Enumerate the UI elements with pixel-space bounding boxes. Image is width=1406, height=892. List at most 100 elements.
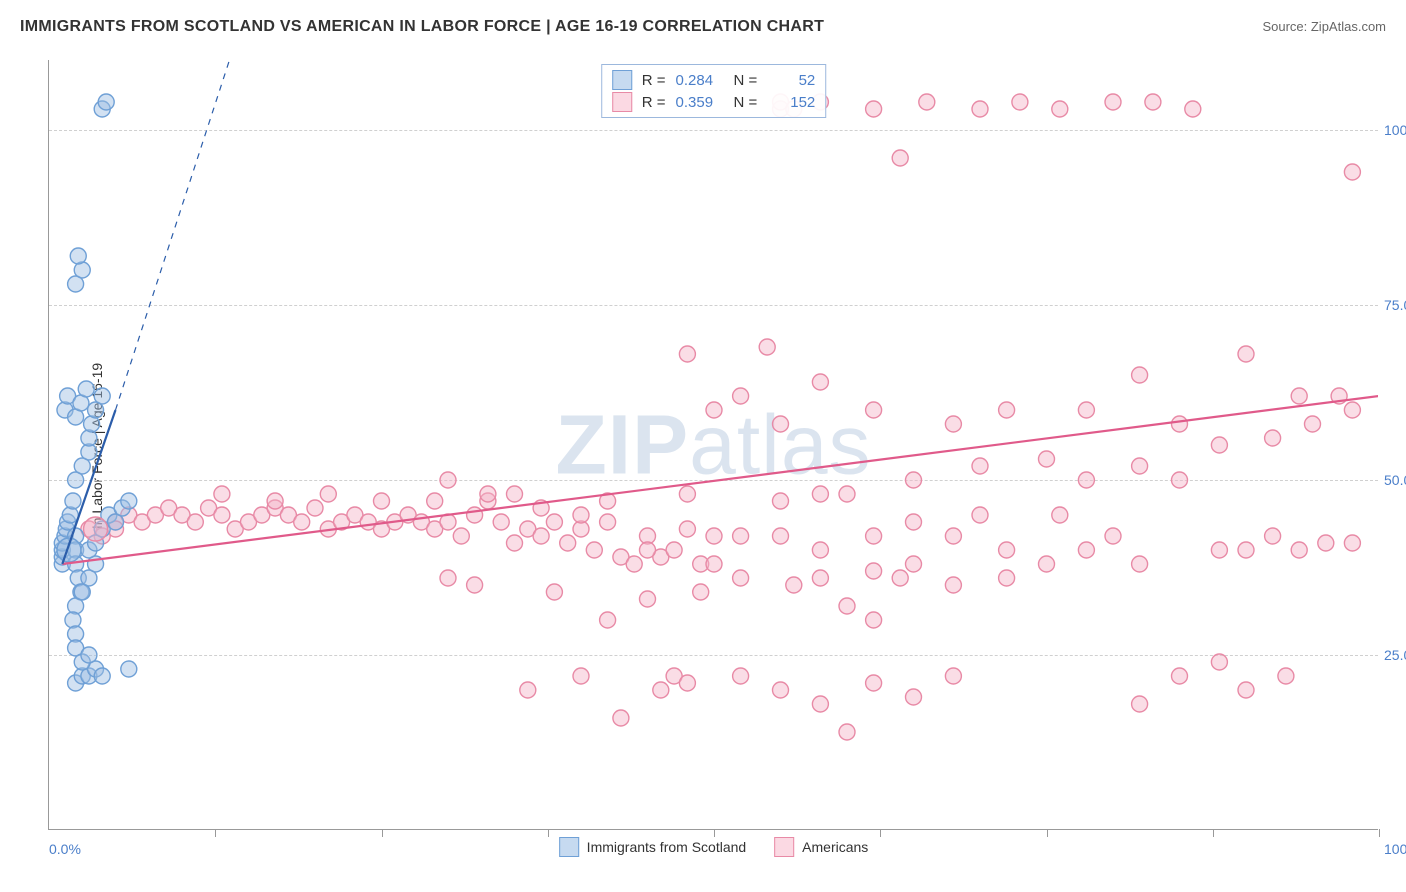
legend-n-scotland: 52 (767, 72, 815, 89)
data-point (1291, 542, 1307, 558)
data-point (81, 647, 97, 663)
plot-area: ZIPatlas 25.0%50.0%75.0%100.0% 0.0% 100.… (48, 60, 1378, 830)
data-point (1052, 507, 1068, 523)
data-point (586, 542, 602, 558)
data-point (866, 528, 882, 544)
legend-row-scotland: R = 0.284 N = 52 (612, 69, 816, 91)
data-point (1185, 101, 1201, 117)
data-point (121, 661, 137, 677)
data-point (839, 598, 855, 614)
data-point (866, 612, 882, 628)
y-tick-label: 50.0% (1384, 472, 1406, 488)
data-point (94, 388, 110, 404)
data-point (866, 101, 882, 117)
data-point (1238, 542, 1254, 558)
series-legend: Immigrants from Scotland Americans (559, 837, 869, 857)
data-point (533, 528, 549, 544)
data-point (1318, 535, 1334, 551)
data-point (733, 528, 749, 544)
data-point (773, 682, 789, 698)
data-point (919, 94, 935, 110)
trend-line (116, 60, 276, 410)
data-point (493, 514, 509, 530)
data-point (1211, 542, 1227, 558)
data-point (98, 94, 114, 110)
data-point (945, 668, 961, 684)
legend-n-label: N = (734, 94, 758, 111)
data-point (467, 507, 483, 523)
legend-item-americans: Americans (774, 837, 868, 857)
data-point (1238, 682, 1254, 698)
data-point (1145, 94, 1161, 110)
data-point (666, 542, 682, 558)
data-point (733, 388, 749, 404)
data-point (320, 486, 336, 502)
legend-swatch-scotland (612, 70, 632, 90)
data-point (733, 668, 749, 684)
data-point (1132, 696, 1148, 712)
legend-swatch-icon (774, 837, 794, 857)
data-point (892, 570, 908, 586)
data-point (94, 668, 110, 684)
data-point (573, 668, 589, 684)
legend-n-label: N = (734, 72, 758, 89)
data-point (759, 339, 775, 355)
data-point (679, 521, 695, 537)
source-label: Source: ZipAtlas.com (1262, 19, 1386, 34)
data-point (906, 514, 922, 530)
legend-r-americans: 0.359 (676, 94, 724, 111)
data-point (374, 493, 390, 509)
data-point (679, 675, 695, 691)
legend-row-americans: R = 0.359 N = 152 (612, 91, 816, 113)
data-point (440, 570, 456, 586)
data-point (546, 584, 562, 600)
data-point (1105, 94, 1121, 110)
data-point (839, 724, 855, 740)
legend-swatch-icon (559, 837, 579, 857)
data-point (1078, 402, 1094, 418)
data-point (679, 486, 695, 502)
data-point (546, 514, 562, 530)
data-point (706, 528, 722, 544)
data-point (1105, 528, 1121, 544)
tick-v (382, 829, 383, 837)
data-point (453, 528, 469, 544)
data-point (839, 486, 855, 502)
tick-v (1379, 829, 1380, 837)
data-point (999, 402, 1015, 418)
data-point (70, 248, 86, 264)
data-point (1172, 416, 1188, 432)
data-point (972, 458, 988, 474)
data-point (267, 493, 283, 509)
data-point (812, 374, 828, 390)
data-point (1039, 556, 1055, 572)
tick-v (215, 829, 216, 837)
legend-n-americans: 152 (767, 94, 815, 111)
data-point (812, 696, 828, 712)
tick-v (1047, 829, 1048, 837)
x-tick-0: 0.0% (49, 841, 81, 857)
data-point (573, 507, 589, 523)
data-point (1278, 668, 1294, 684)
data-point (294, 514, 310, 530)
data-point (520, 682, 536, 698)
data-point (507, 486, 523, 502)
data-point (1291, 388, 1307, 404)
data-point (653, 682, 669, 698)
data-point (812, 570, 828, 586)
data-point (1238, 346, 1254, 362)
y-tick-label: 75.0% (1384, 297, 1406, 313)
data-point (773, 416, 789, 432)
data-point (81, 430, 97, 446)
data-point (999, 570, 1015, 586)
data-point (307, 500, 323, 516)
tick-v (880, 829, 881, 837)
data-point (427, 493, 443, 509)
data-point (613, 710, 629, 726)
data-point (1265, 430, 1281, 446)
data-point (214, 486, 230, 502)
legend-label-scotland: Immigrants from Scotland (587, 839, 747, 855)
data-point (866, 402, 882, 418)
data-point (187, 514, 203, 530)
data-point (706, 556, 722, 572)
